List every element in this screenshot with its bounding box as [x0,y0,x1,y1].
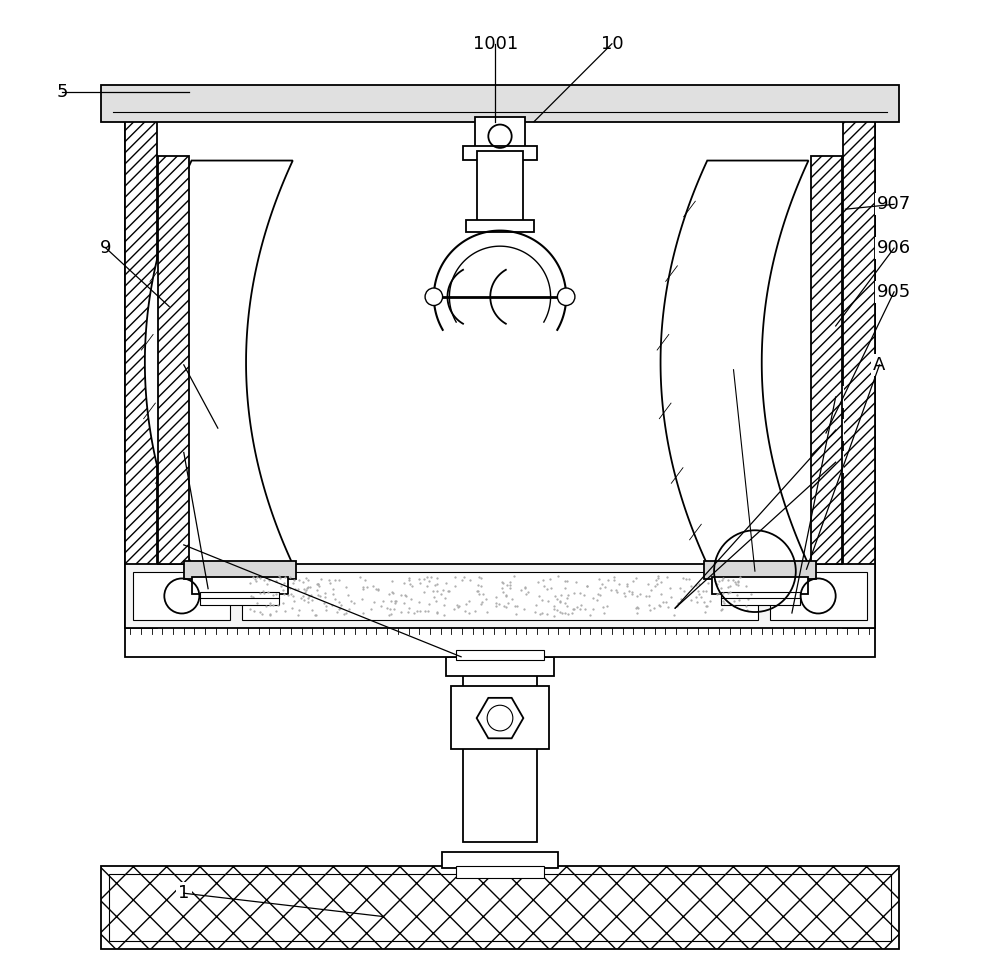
Polygon shape [661,161,808,564]
Circle shape [557,288,575,306]
Bar [721,592,800,605]
Text: 4: 4 [178,356,190,374]
Bar [463,628,537,842]
Bar [456,650,544,660]
Bar [242,572,758,620]
Bar [125,626,875,657]
Bar [125,117,157,628]
Text: 1: 1 [178,884,189,902]
Text: 3: 3 [178,444,190,461]
Bar [475,117,525,151]
Bar [811,156,842,564]
Bar [125,564,875,628]
Bar [456,866,544,878]
Text: 906: 906 [877,239,911,257]
Circle shape [425,288,443,306]
Bar [446,657,554,676]
Bar [184,561,296,579]
Bar [101,866,899,949]
Text: 905: 905 [877,283,911,301]
Polygon shape [145,161,293,564]
Bar [125,117,875,628]
Bar [463,146,537,160]
Text: 5: 5 [56,84,68,101]
Text: 6: 6 [830,453,841,471]
Bar [192,577,288,594]
Bar [477,151,523,224]
Text: 2: 2 [178,536,190,554]
Bar [770,572,867,620]
Text: 907: 907 [877,196,911,213]
Bar [109,874,891,941]
Bar [101,85,899,122]
Bar [843,117,875,628]
Bar [451,686,549,749]
Bar [442,852,558,868]
Bar [133,572,230,620]
Text: 10: 10 [601,35,623,53]
Bar [200,592,279,605]
Text: 7: 7 [830,421,841,439]
Bar [466,220,534,232]
Bar [158,156,189,564]
Text: 9: 9 [100,239,112,257]
Text: A: A [873,356,886,374]
Bar [704,561,816,579]
Text: 1001: 1001 [473,35,518,53]
Text: 8: 8 [830,388,841,406]
Bar [712,577,808,594]
